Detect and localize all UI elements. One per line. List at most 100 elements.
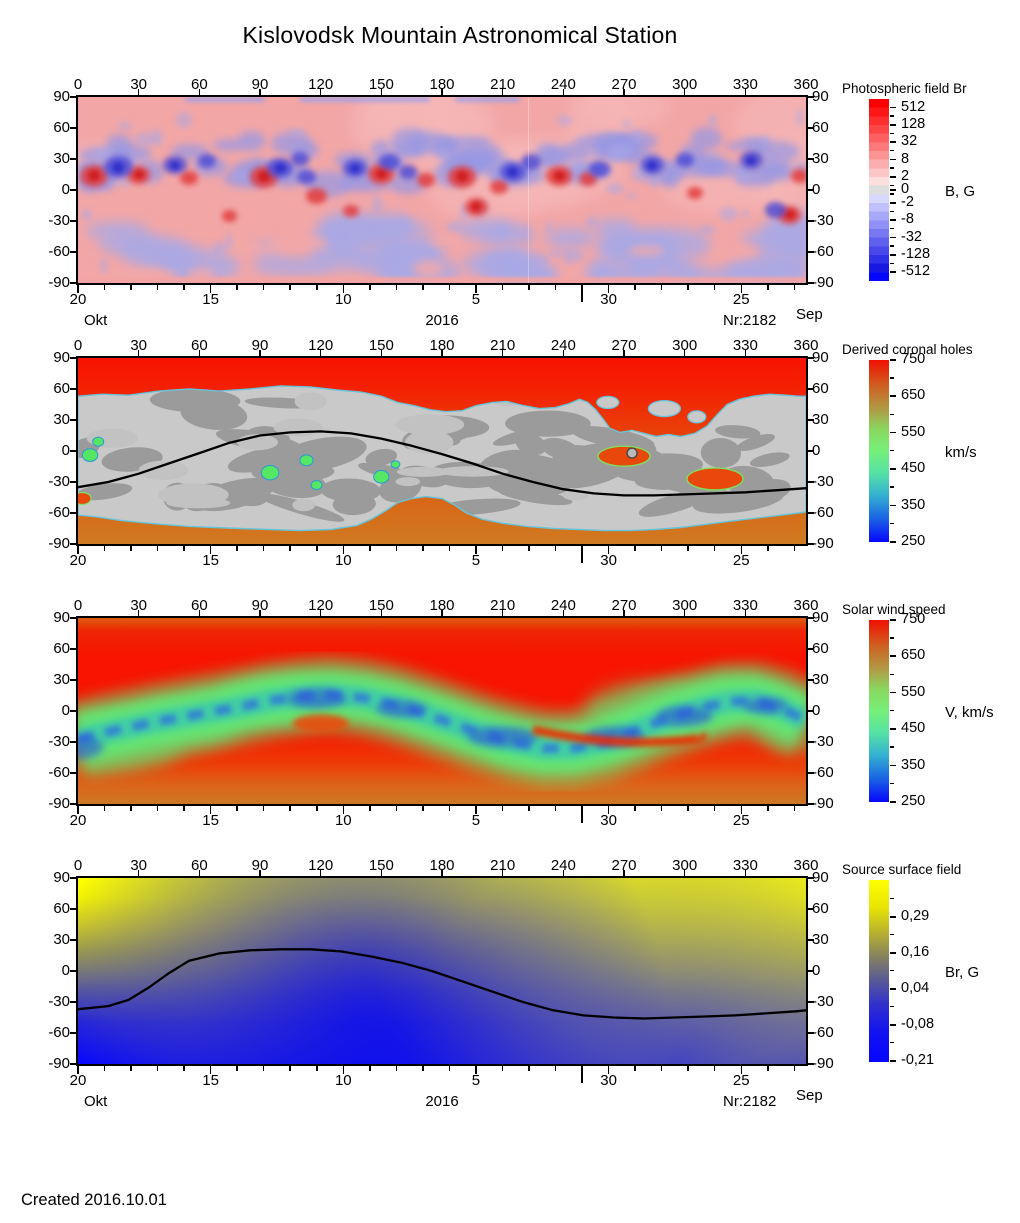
y-axis-label-right: -30 [812,733,834,750]
colorbar-tick-label: 2 [901,168,910,184]
axis-tick [808,877,814,879]
colorbar-tick-label: 750 [901,611,926,627]
axis-tick [156,546,159,551]
map-blob [288,129,307,137]
y-axis-label-left: 30 [53,411,70,428]
map-blob [520,154,542,171]
map-blob [343,204,359,217]
colorbar-minor-tick [890,1042,894,1044]
axis-tick [422,285,424,290]
map-shape [286,688,347,709]
axis-tick [793,285,796,290]
colorbar-tick [890,801,896,803]
solar-wind-speed-map [76,616,808,806]
axis-tick [808,908,814,910]
axis-tick [501,285,504,290]
axis-tick [687,285,689,290]
axis-tick [475,806,477,814]
axis-tick [528,285,530,290]
colorbar-tick [890,106,896,109]
y-axis-label-right: 90 [812,349,829,366]
axis-tick [554,806,557,811]
coronal-holes-map-content [78,358,806,544]
axis-tick [441,89,443,95]
axis-tick [808,127,814,129]
axis-tick [130,285,132,290]
gray-patch [714,425,761,439]
day-axis-label: 5 [471,1072,481,1089]
data-seam [528,97,529,283]
axis-tick [422,546,424,551]
day-axis-label: 10 [334,552,352,569]
map-blob [706,151,723,158]
map-blob [416,172,435,187]
map-blob [628,246,664,257]
colorbar-minor-tick [890,746,894,748]
colorbar-minor-tick [890,782,894,785]
colorbar-tick [890,431,896,434]
axis-tick [319,89,322,95]
y-axis-label-right: -90 [812,535,834,552]
axis-tick [70,1001,76,1003]
axis-tick [70,419,76,421]
axis-tick [660,546,663,551]
x-axis-label: 0 [73,76,83,93]
axis-tick [316,1066,318,1071]
solar-wind-map [78,618,806,804]
axis-tick [319,610,322,616]
axis-tick [70,158,76,160]
axis-tick [198,89,201,95]
colorbar-tick [890,124,896,126]
axis-tick [808,189,814,191]
map-blob [708,114,718,127]
x-axis-label: 30 [130,597,147,614]
y-axis-label-right: 0 [812,702,821,719]
axis-tick [713,1066,716,1071]
colorbar-tick [890,271,896,273]
map-blob [485,255,497,264]
neutral-line [78,430,806,497]
axis-tick [395,806,398,811]
colorbar-unit: B, G [945,183,976,200]
axis-tick [209,546,212,554]
colorbar-tick-label: 128 [901,116,926,132]
colorbar-tick [890,236,896,239]
axis-tick [808,648,814,650]
map-blob [212,138,247,151]
map-blob [553,170,565,181]
axis-tick [634,1066,636,1071]
axis-tick [740,806,742,814]
map-blob [589,161,611,178]
map-blob [176,111,192,129]
axis-tick [103,285,106,290]
map-blob [556,114,572,127]
axis-tick [70,251,76,253]
y-axis-label-right: 30 [812,411,829,428]
x-axis-label: 30 [130,76,147,93]
axis-tick [501,89,504,95]
map-blob [765,201,787,218]
map-blob [661,164,679,188]
map-shape [292,714,349,733]
y-axis-label-right: 60 [812,900,829,917]
gray-patch [571,426,655,450]
axis-tick [369,546,371,551]
axis-tick [808,481,814,483]
axis-tick [607,1066,610,1074]
day-axis-label: 30 [600,1072,617,1089]
axis-tick [808,803,814,805]
x-axis-label: 150 [368,857,394,874]
axis-tick [422,806,424,811]
axis-tick [607,546,610,554]
axis-tick [236,806,238,811]
map-blob [718,206,738,221]
map-blob [306,188,327,205]
axis-tick [808,251,814,253]
axis-tick [289,1066,291,1071]
axis-tick [713,806,716,811]
y-axis-label-left: -90 [48,1055,70,1072]
axis-tick [369,1066,371,1071]
gray-patch [497,487,573,506]
axis-tick [70,220,76,222]
day-axis-label: 5 [471,552,481,569]
